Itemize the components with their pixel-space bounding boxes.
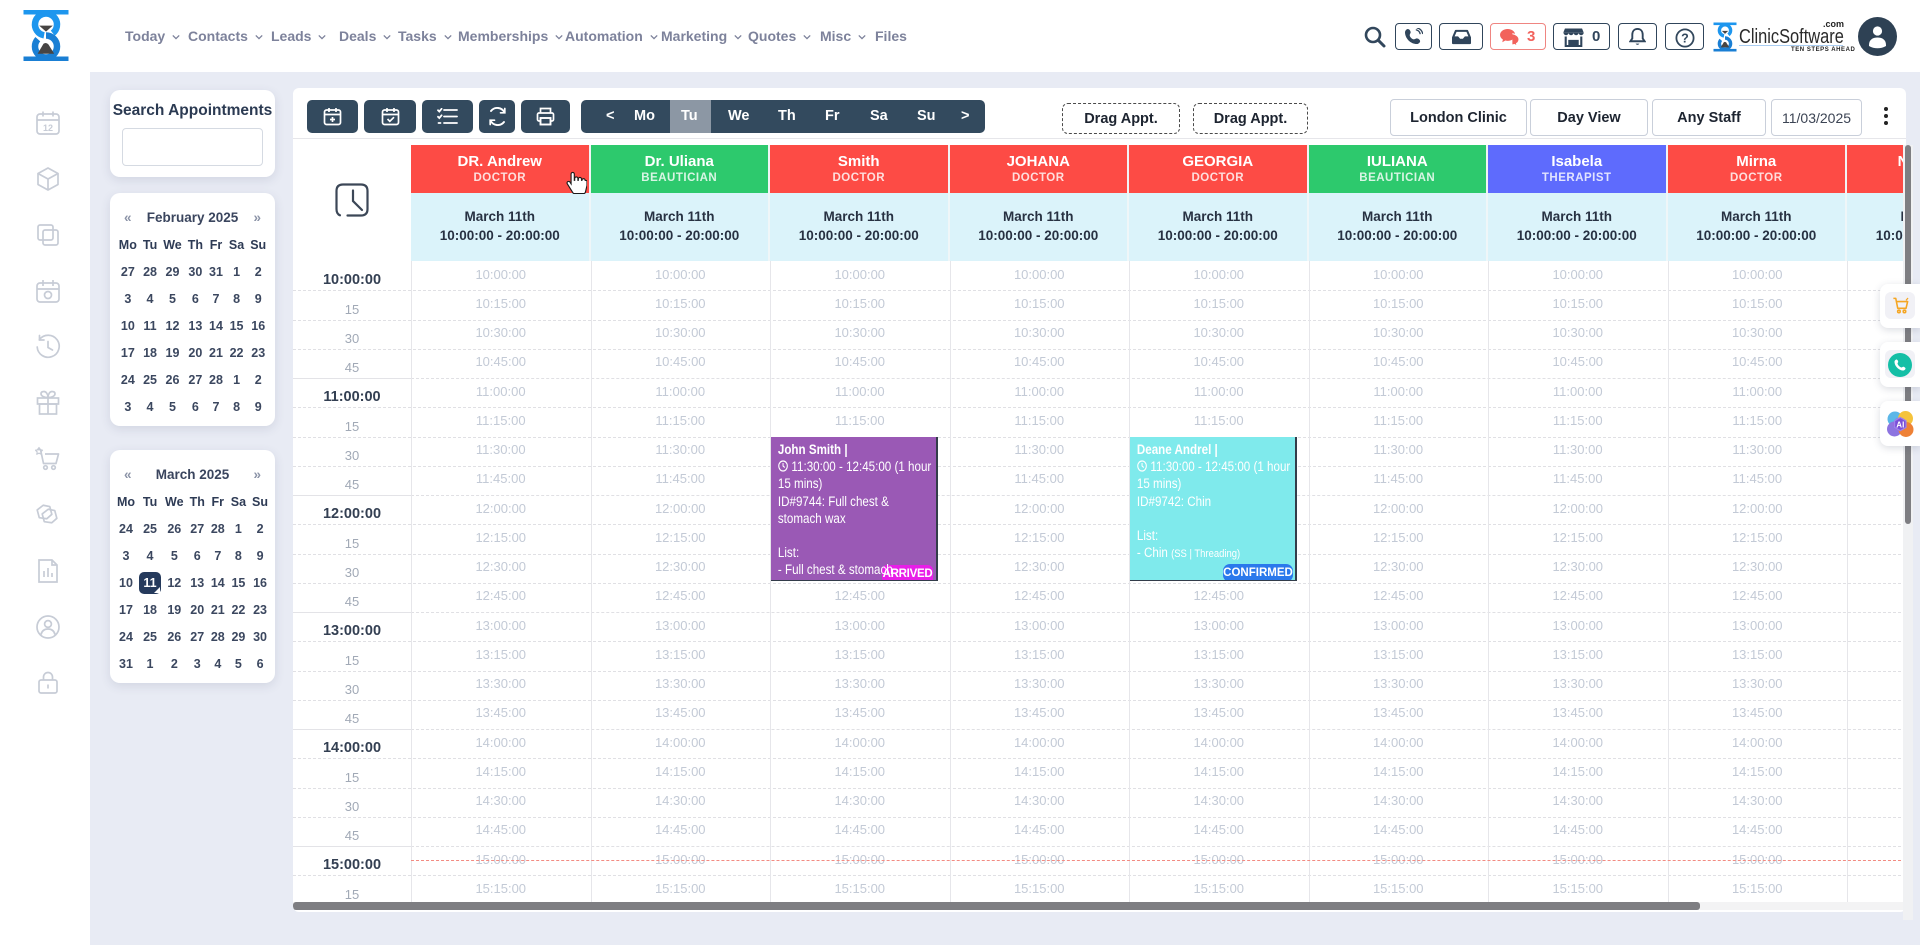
svg-text:?: ? — [1681, 32, 1689, 46]
svg-text:12: 12 — [43, 123, 53, 133]
svg-text:AI: AI — [1896, 421, 1904, 430]
